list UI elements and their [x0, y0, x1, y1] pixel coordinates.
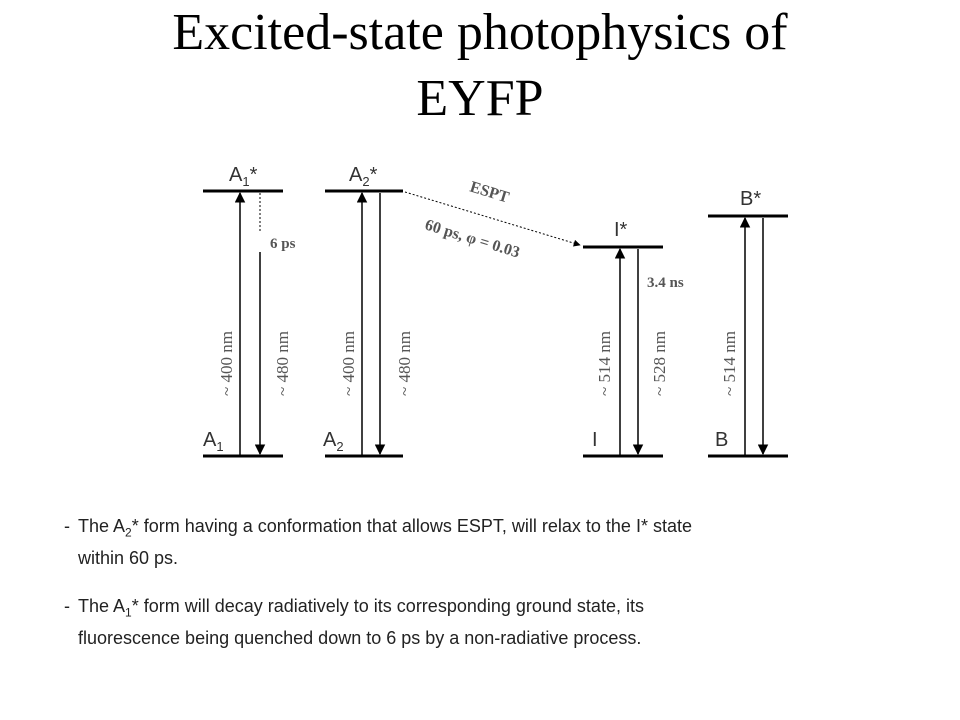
bullet-a1-subscript: 1 — [125, 605, 132, 620]
label-espt: ESPT — [468, 179, 512, 207]
bullet-a1-text-a: The A — [78, 596, 126, 616]
label-a1-nonradiative-time: 6 ps — [270, 236, 296, 252]
bullet-espt-relaxation: - The A2* form having a conformation that… — [64, 514, 924, 571]
bullet-espt-line-1: - The A2* form having a conformation that… — [64, 514, 924, 546]
label-i-emission: ~ 528 nm — [650, 331, 669, 396]
label-i-absorption: ~ 514 nm — [595, 331, 614, 396]
label-a1-excited: A1* — [229, 164, 258, 189]
label-a1-emission: ~ 480 nm — [273, 331, 292, 396]
bullet-espt-subscript: 2 — [125, 525, 132, 540]
bullet-espt-line-2: within 60 ps. — [78, 547, 179, 568]
label-b-absorption: ~ 514 nm — [720, 331, 739, 396]
label-i-ground: I — [592, 429, 598, 451]
label-b-ground: B — [715, 429, 728, 451]
bullet-a1-text-b: * form will decay radiatively to its cor… — [131, 596, 644, 616]
label-b-excited: B* — [740, 188, 761, 210]
label-a2-emission: ~ 480 nm — [395, 331, 414, 396]
label-a1-absorption: ~ 400 nm — [217, 331, 236, 396]
label-i-excited: I* — [614, 219, 628, 241]
label-a2-ground: A2 — [323, 429, 344, 454]
bullet-a1-decay: - The A1* form will decay radiatively to … — [64, 594, 924, 651]
bullet-dash: - — [64, 516, 70, 536]
label-a2-absorption: ~ 400 nm — [339, 331, 358, 396]
arrow-espt — [404, 191, 581, 247]
bullet-espt-text-b: * form having a conformation that allows… — [131, 516, 692, 536]
bullet-espt-text-a: The A — [78, 516, 126, 536]
bullet-a1-line-2: fluorescence being quenched down to 6 ps… — [78, 627, 642, 648]
bullet-dash: - — [64, 596, 70, 616]
page-title-line-1: Excited-state photophysics of — [172, 4, 788, 61]
label-a2-excited: A2* — [349, 164, 378, 189]
label-a1-ground: A1 — [203, 429, 224, 454]
label-espt-rate: 60 ps, φ = 0.03 — [423, 217, 522, 262]
bullet-a1-line-1: - The A1* form will decay radiatively to … — [64, 594, 924, 626]
label-i-lifetime: 3.4 ns — [647, 275, 684, 291]
page-title-line-2: EYFP — [416, 70, 544, 127]
